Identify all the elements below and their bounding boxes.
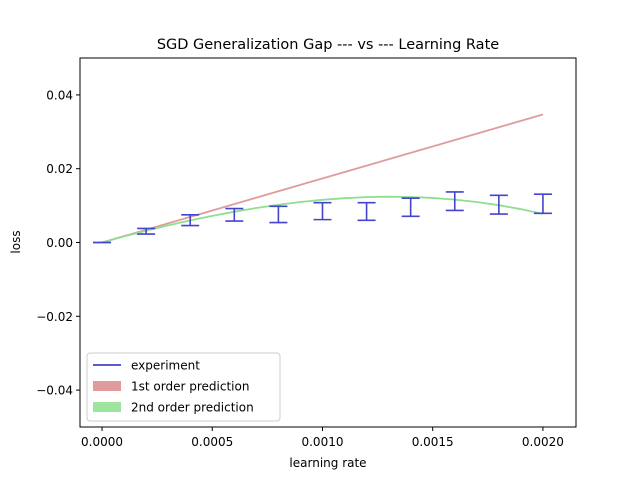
x-tick-label: 0.0010 <box>301 435 343 449</box>
x-tick-label: 0.0015 <box>412 435 454 449</box>
y-axis-label: loss <box>9 230 23 253</box>
y-axis: −0.04 −0.02 0.00 0.02 0.04 <box>36 88 80 398</box>
experiment-errorbar <box>533 193 552 215</box>
legend-box <box>86 352 281 422</box>
x-axis-label: learning rate <box>289 456 366 470</box>
legend-label: experiment <box>131 359 200 373</box>
y-tick-label: 0.04 <box>46 88 73 102</box>
experiment-errorbar <box>357 201 376 222</box>
second-order-prediction-line <box>101 195 544 244</box>
y-tick-label: 0.02 <box>46 162 73 176</box>
x-tick-label: 0.0020 <box>522 435 564 449</box>
legend-swatch-patch <box>93 381 121 391</box>
y-tick-label: −0.02 <box>36 310 73 324</box>
experiment-errorbar <box>401 197 420 218</box>
chart-title: SGD Generalization Gap --- vs --- Learni… <box>157 37 499 53</box>
legend-label: 2nd order prediction <box>131 401 254 415</box>
x-axis: 0.0000 0.0005 0.0010 0.0015 0.0020 <box>81 427 564 449</box>
experiment-errorbar <box>313 201 332 221</box>
experiment-errorbar <box>225 207 244 222</box>
legend: experiment 1st order prediction 2nd order … <box>86 352 281 422</box>
experiment-errorbar <box>137 227 156 235</box>
legend-swatch-patch <box>93 402 121 412</box>
experiment-errorbar <box>181 214 200 227</box>
legend-label: 1st order prediction <box>131 380 249 394</box>
y-tick-label: 0.00 <box>46 236 73 250</box>
plot-area <box>93 113 552 244</box>
experiment-errorbar <box>489 194 508 215</box>
y-tick-label: −0.04 <box>36 384 73 398</box>
experiment-errorbar <box>445 191 464 212</box>
x-tick-label: 0.0000 <box>81 435 123 449</box>
first-order-prediction-line <box>101 113 544 244</box>
x-tick-label: 0.0005 <box>191 435 233 449</box>
experiment-errorbar <box>269 205 288 224</box>
